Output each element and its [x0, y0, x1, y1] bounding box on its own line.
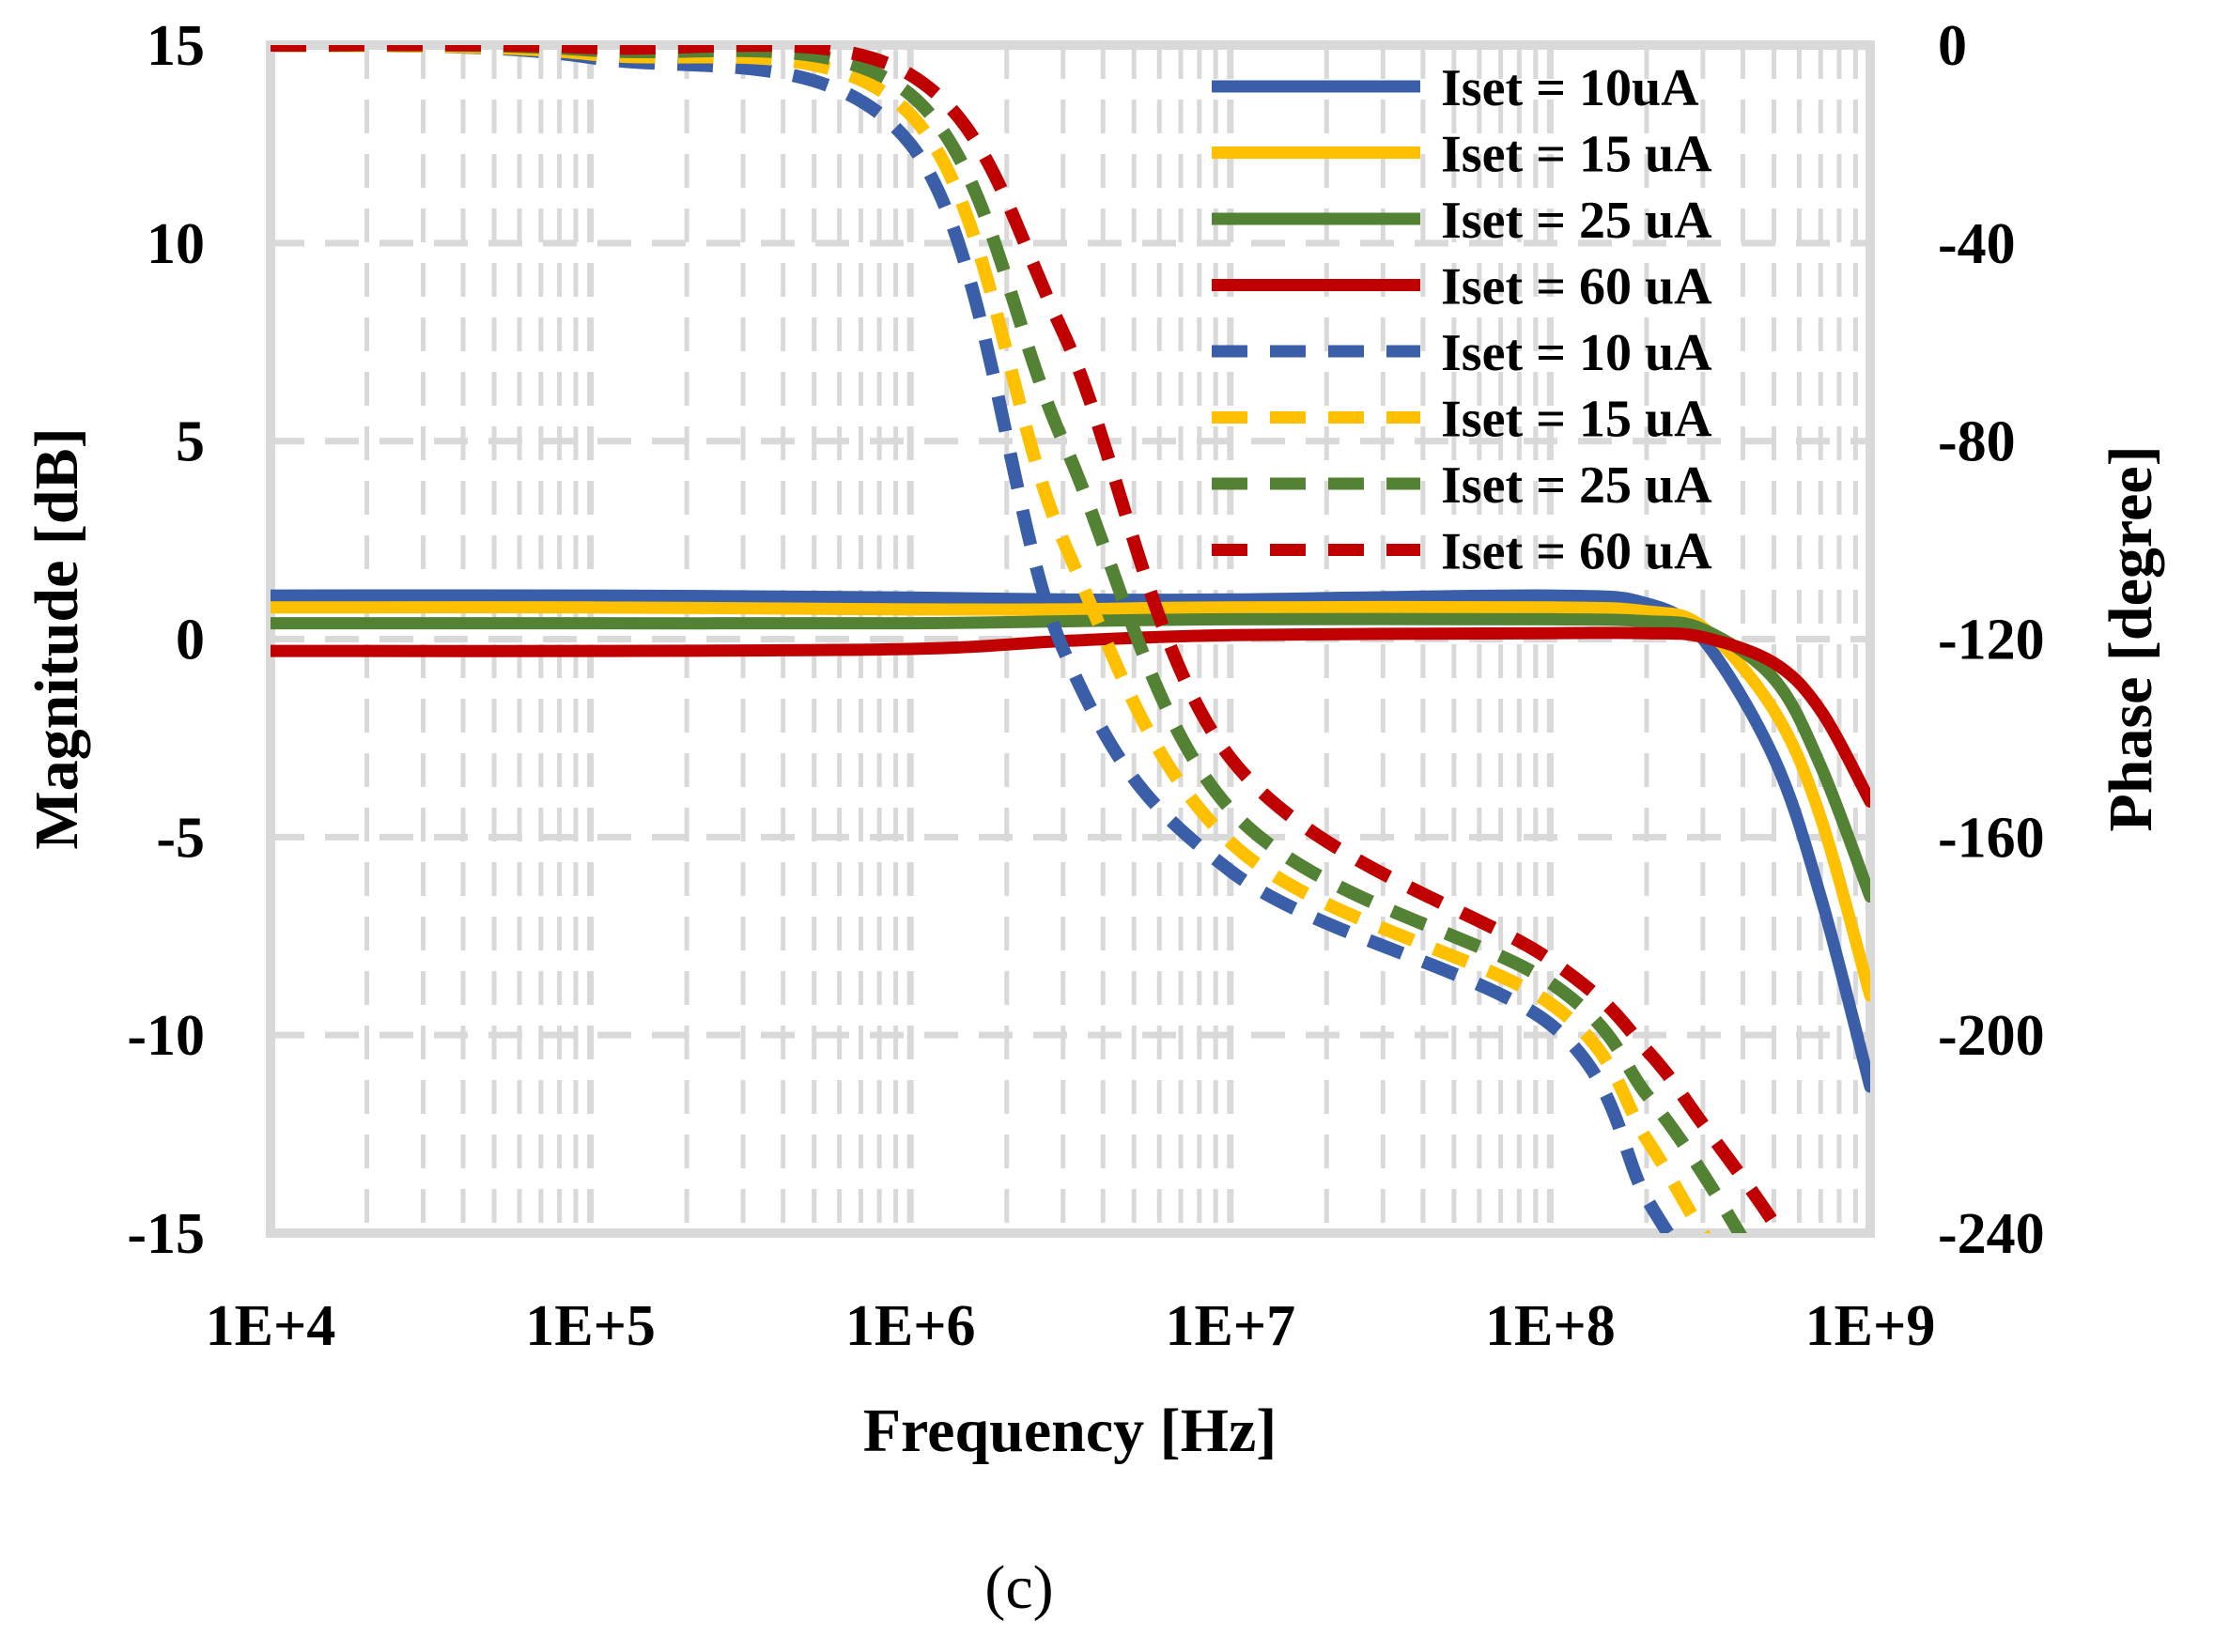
series-line-magnitude-1	[271, 600, 1870, 1002]
x-axis-ticks: 1E+4 1E+5 1E+6 1E+7 1E+8 1E+9	[206, 1294, 1936, 1358]
y-tick-label: 0	[176, 609, 205, 672]
y-tick-label: -5	[156, 806, 205, 870]
y-tick-label: -15	[127, 1202, 205, 1266]
legend-label: Iset = 10 uA	[1441, 324, 1712, 382]
x-tick-label: 1E+6	[845, 1294, 976, 1358]
legend-label: Iset = 60 uA	[1441, 258, 1712, 317]
x-tick-label: 1E+8	[1485, 1294, 1616, 1358]
grid-lines	[271, 45, 1870, 1233]
y-axis-title: Magnitude [dB]	[23, 427, 91, 849]
series-line-phase-7	[271, 45, 1788, 1233]
x-tick-label: 1E+4	[206, 1294, 336, 1358]
legend: Iset = 10uA Iset = 15 uA Iset = 25 uA Iset …	[1212, 59, 1712, 581]
y2-tick-label: -80	[1938, 410, 2016, 474]
series-line-magnitude-0	[271, 589, 1870, 1093]
y2-axis-title: Phase [degree]	[2097, 445, 2165, 831]
y-tick-label: -10	[127, 1004, 205, 1068]
legend-label: Iset = 60 uA	[1441, 523, 1712, 581]
x-tick-label: 1E+9	[1805, 1294, 1936, 1358]
y-tick-label: 5	[176, 410, 205, 474]
y2-axis-ticks: 0 -40 -80 -120 -160 -200 -240	[1938, 14, 2045, 1266]
y2-tick-label: -160	[1938, 806, 2045, 870]
series-line-magnitude-2	[271, 612, 1870, 903]
legend-label: Iset = 25 uA	[1441, 456, 1712, 515]
y-axis-ticks: 15 10 5 0 -5 -10 -15	[127, 14, 205, 1266]
series-line-phase-5	[271, 45, 1711, 1233]
legend-label: Iset = 15 uA	[1441, 126, 1712, 184]
figure-caption: (c)	[984, 1553, 1053, 1622]
legend-label: Iset = 15 uA	[1441, 391, 1712, 449]
y-tick-label: 10	[147, 212, 205, 276]
y-tick-label: 15	[147, 14, 205, 78]
x-axis-title: Frequency [Hz]	[863, 1397, 1277, 1465]
legend-label: Iset = 10uA	[1441, 59, 1699, 117]
y2-tick-label: -120	[1938, 609, 2045, 672]
series-line-magnitude-3	[271, 626, 1870, 808]
x-tick-label: 1E+5	[525, 1294, 656, 1358]
y2-tick-label: -40	[1938, 212, 2016, 276]
x-tick-label: 1E+7	[1165, 1294, 1295, 1358]
series-layer	[271, 45, 1870, 1233]
y2-tick-label: -200	[1938, 1004, 2045, 1068]
y2-tick-label: -240	[1938, 1202, 2045, 1266]
series-line-phase-4	[271, 45, 1677, 1233]
y2-tick-label: 0	[1938, 14, 1967, 78]
legend-label: Iset = 25 uA	[1441, 192, 1712, 250]
